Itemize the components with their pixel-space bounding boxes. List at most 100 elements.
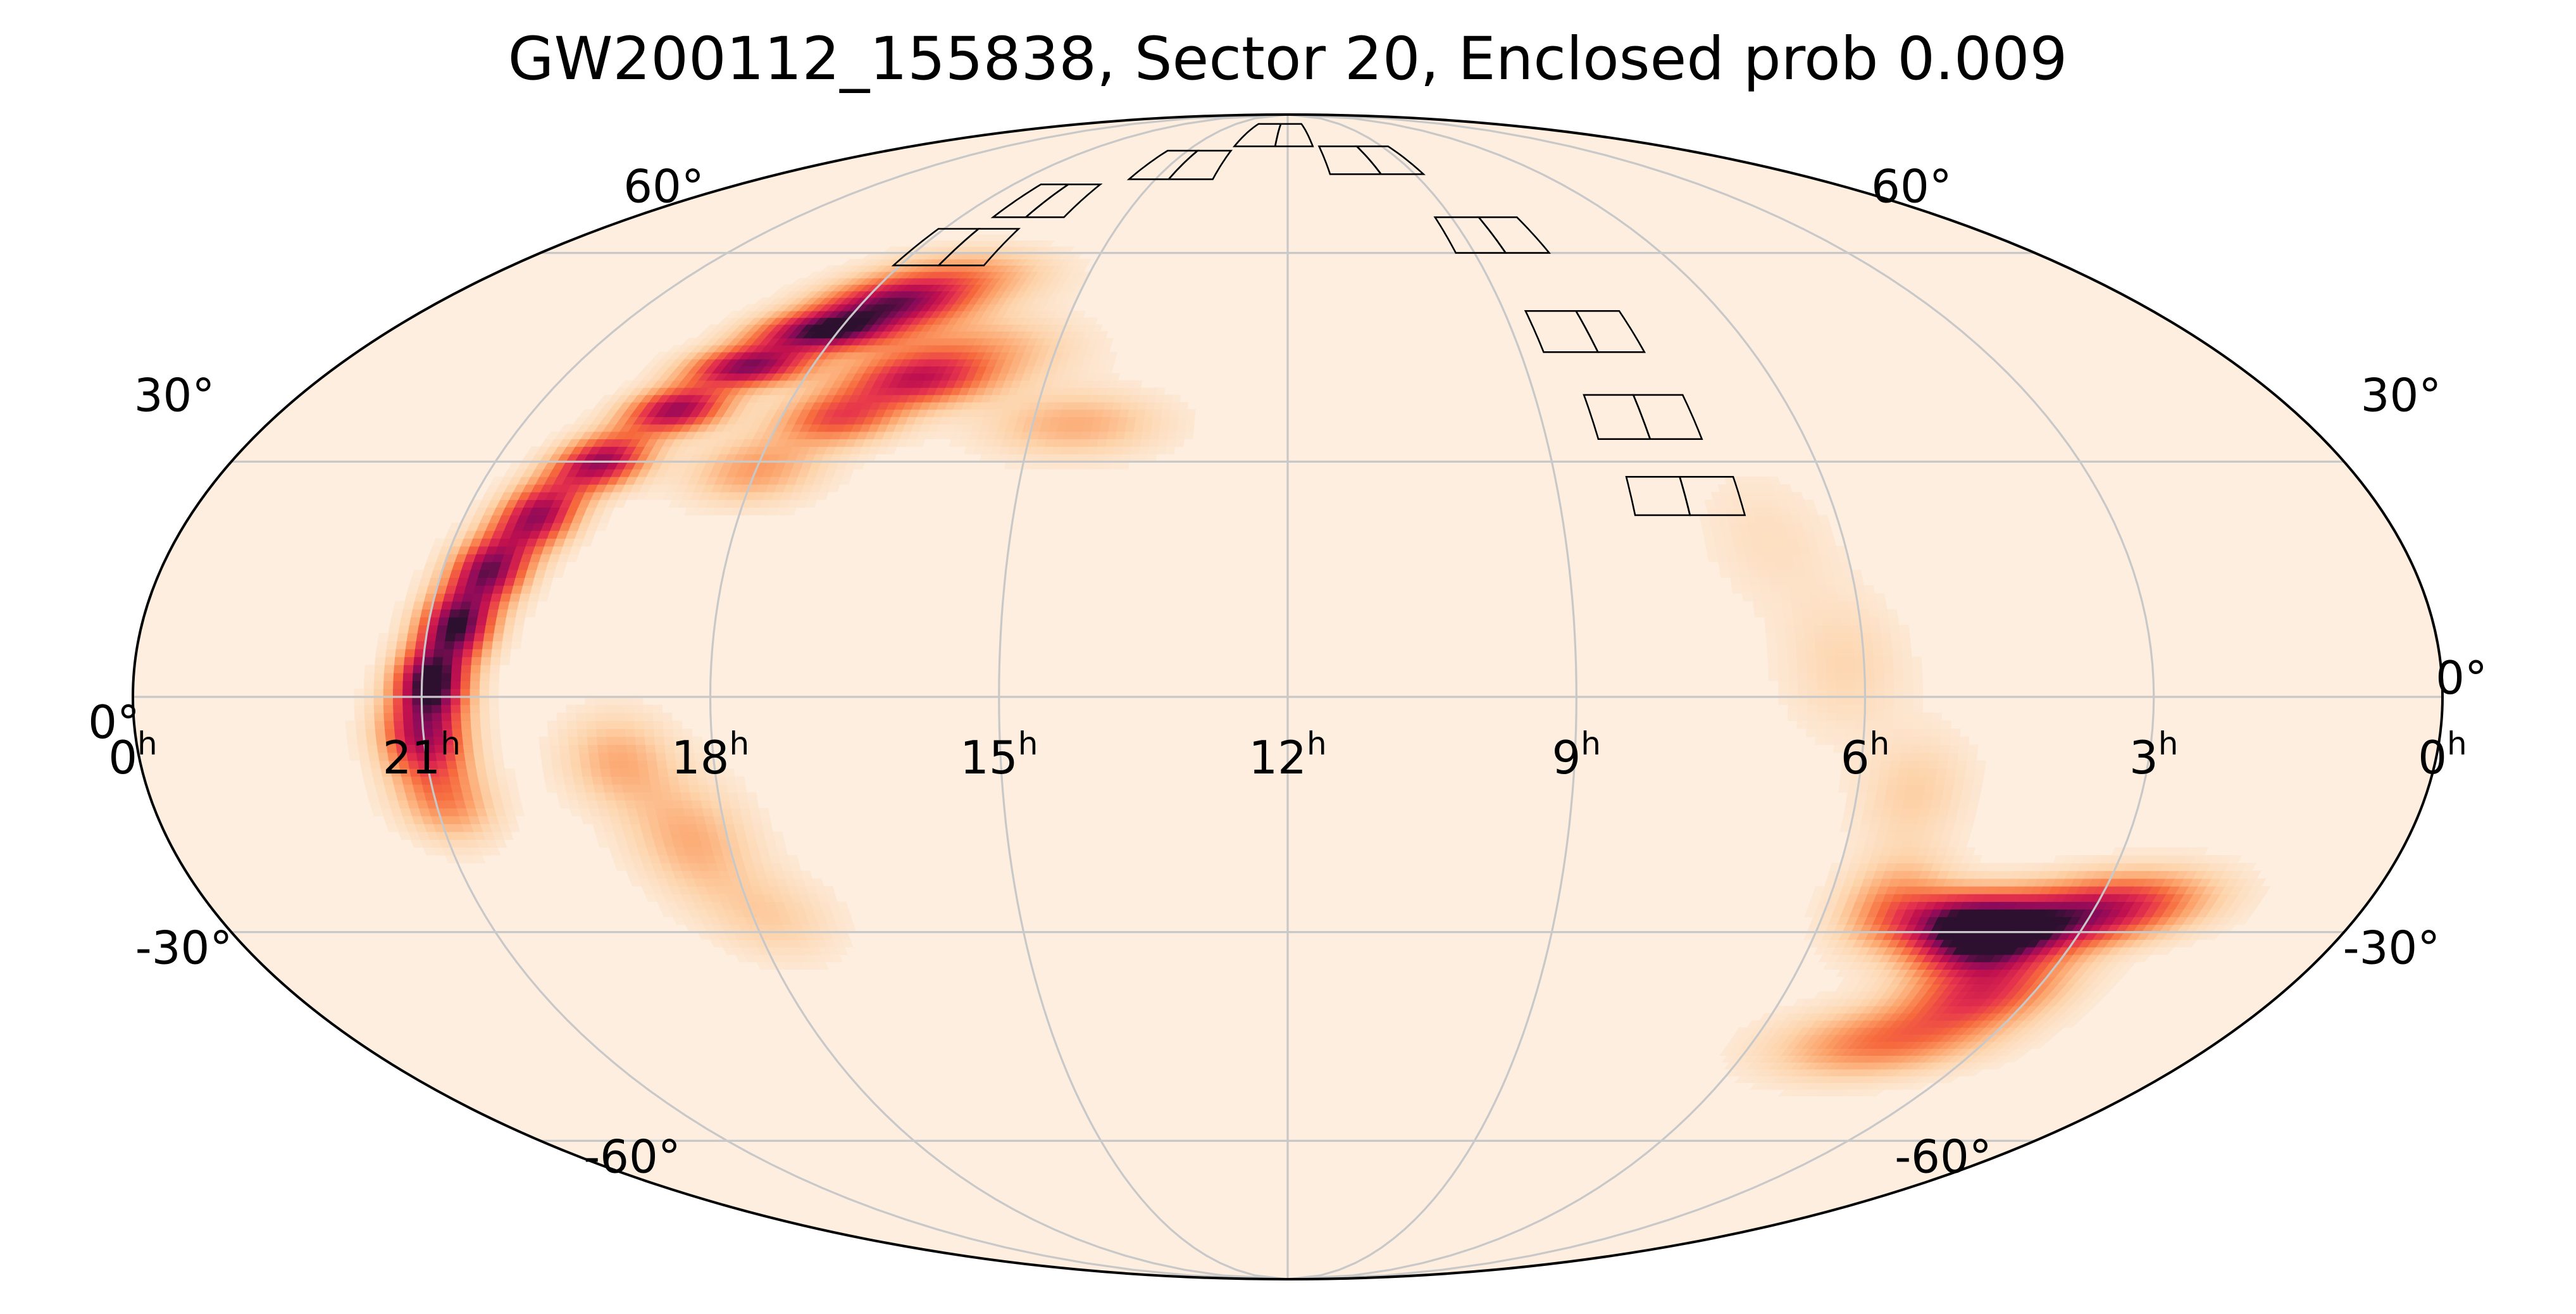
heat-cell: [1732, 538, 1744, 547]
heat-cell: [1883, 665, 1894, 673]
heat-cell: [625, 736, 636, 745]
heat-cell: [689, 792, 701, 801]
heat-cell: [1865, 689, 1876, 698]
heat-cell: [1135, 409, 1146, 417]
heat-cell: [1803, 632, 1815, 642]
heat-cell: [1892, 800, 1904, 809]
heat-cell: [558, 800, 570, 809]
heat-cell: [460, 720, 471, 729]
heat-cell: [1127, 409, 1138, 417]
heat-cell: [1936, 760, 1948, 769]
heat-cell: [1878, 768, 1890, 777]
heat-cell: [488, 712, 500, 722]
heat-cell: [620, 776, 632, 785]
heat-cell: [669, 784, 681, 793]
heat-cell: [605, 729, 616, 737]
heat-cell: [1774, 625, 1786, 634]
heat-cell: [1140, 439, 1150, 447]
heat-cell: [585, 696, 595, 705]
heat-cell: [1752, 546, 1764, 554]
heat-cell: [1764, 616, 1776, 626]
heat-cell: [1836, 696, 1846, 705]
heat-cell: [1932, 784, 1944, 793]
heat-cell: [1743, 546, 1755, 554]
heat-cell: [471, 649, 483, 658]
heat-cell: [1795, 641, 1806, 649]
heat-cell: [1898, 625, 1910, 634]
heat-cell: [450, 680, 461, 689]
heat-cell: [1128, 402, 1139, 410]
heat-cell: [1796, 656, 1807, 665]
heat-cell: [440, 689, 451, 698]
heat-cell: [488, 689, 499, 698]
heat-cell: [1969, 792, 1981, 801]
heat-cell: [1928, 752, 1939, 761]
heat-cell: [557, 736, 569, 745]
heat-cell: [1767, 656, 1778, 665]
heat-cell: [600, 776, 613, 785]
heat-cell: [500, 649, 511, 658]
heat-cell: [1892, 729, 1903, 737]
heat-cell: [578, 744, 589, 753]
heat-cell: [1786, 656, 1798, 665]
heat-cell: [459, 704, 471, 713]
heat-cell: [1186, 409, 1196, 417]
heat-cell: [1787, 665, 1798, 673]
heat-cell: [1864, 680, 1875, 689]
heat-cell: [1703, 499, 1716, 508]
heat-cell: [611, 776, 622, 785]
heat-cell: [1797, 680, 1808, 689]
heat-cell: [634, 736, 645, 745]
heat-cell: [672, 720, 683, 729]
heat-cell: [1901, 656, 1913, 665]
heat-cell: [741, 816, 753, 825]
heat-cell: [1030, 461, 1042, 470]
heat-cell: [1913, 689, 1924, 698]
heat-cell: [455, 625, 467, 634]
heat-cell: [630, 776, 641, 785]
heat-cell: [650, 784, 662, 793]
heat-cell: [1143, 416, 1153, 425]
heat-cell: [470, 712, 480, 722]
heat-cell: [595, 720, 606, 729]
heat-cell: [1845, 672, 1856, 682]
heat-cell: [461, 649, 473, 658]
heat-cell: [479, 712, 490, 722]
heat-cell: [1797, 712, 1808, 722]
heat-cell: [1970, 784, 1982, 793]
heat-cell: [608, 760, 619, 769]
heat-cell: [1169, 409, 1179, 417]
heat-cell: [1816, 672, 1827, 682]
heat-cell: [450, 689, 461, 698]
heat-cell: [1835, 585, 1847, 594]
heat-cell: [1921, 729, 1932, 737]
heat-cell: [440, 696, 451, 705]
heat-cell: [1114, 431, 1126, 440]
heat-cell: [1855, 696, 1865, 705]
heat-cell: [1944, 776, 1955, 785]
heat-cell: [439, 776, 451, 785]
heat-cell: [645, 744, 656, 753]
heat-cell: [1138, 446, 1149, 454]
heat-cell: [1975, 760, 1986, 769]
heat-cell: [1131, 387, 1142, 396]
heat-cell: [489, 720, 501, 729]
heat-cell: [599, 760, 610, 769]
heat-cell: [479, 672, 490, 682]
heat-cell: [1812, 886, 1825, 894]
heat-cell: [688, 784, 700, 793]
heat-cell: [488, 704, 499, 713]
heat-cell: [1955, 768, 1966, 777]
heat-cell: [1122, 439, 1133, 447]
heat-cell: [1148, 439, 1159, 447]
heat-cell: [1865, 696, 1876, 705]
heat-cell: [587, 744, 599, 753]
heat-cell: [683, 808, 695, 817]
heat-cell: [1704, 538, 1716, 547]
heat-cell: [1069, 446, 1080, 454]
heat-cell: [1832, 569, 1844, 579]
heat-cell: [623, 704, 634, 713]
heat-cell: [1791, 609, 1803, 618]
heat-cell: [473, 632, 485, 642]
heat-cell: [1787, 672, 1798, 682]
